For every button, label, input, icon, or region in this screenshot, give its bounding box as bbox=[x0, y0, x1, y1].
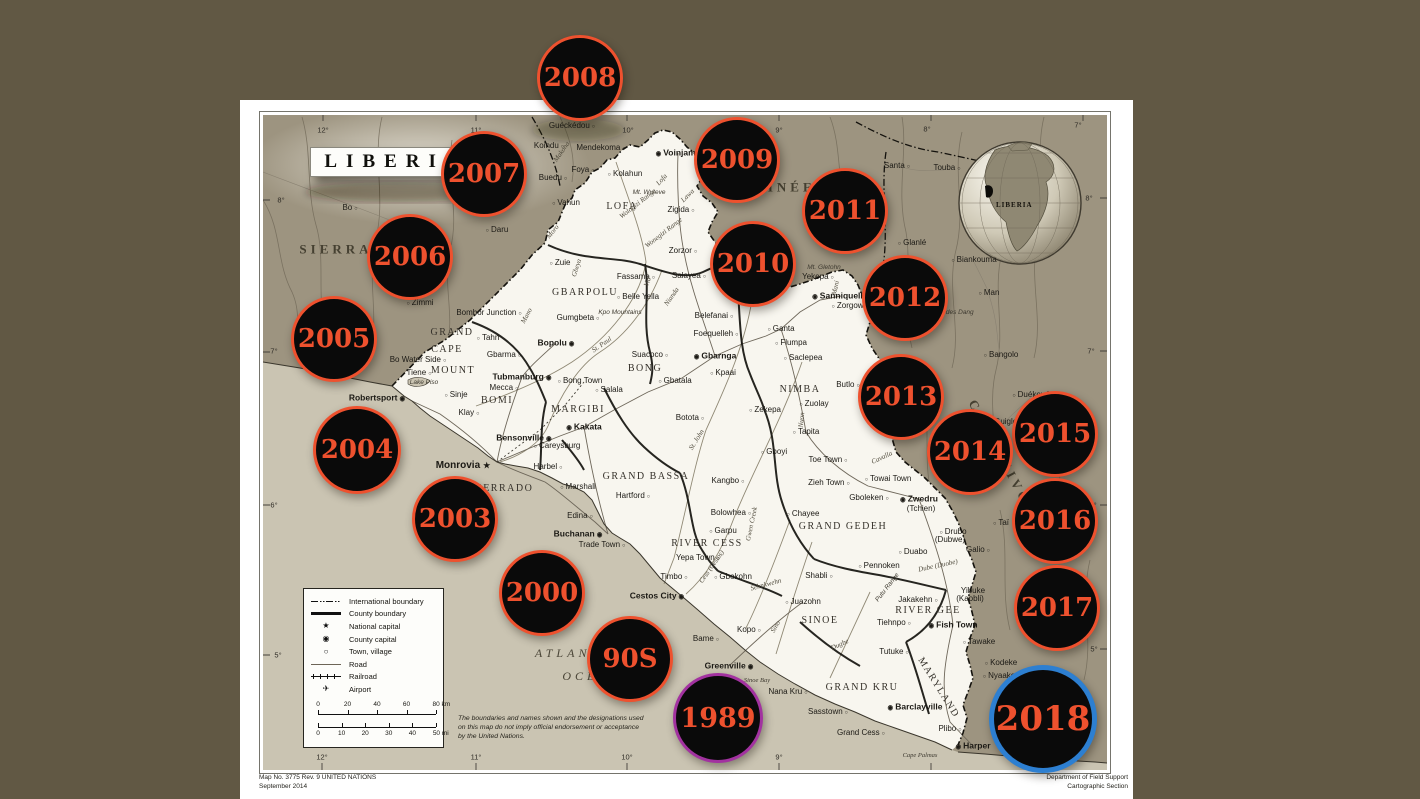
year-marker-2013[interactable]: 2013 bbox=[858, 354, 944, 440]
year-marker-2017[interactable]: 2017 bbox=[1014, 565, 1100, 651]
scale-label: 10 bbox=[337, 729, 346, 737]
legend-item: ✈ Airport bbox=[310, 683, 438, 696]
liberia-rivers bbox=[475, 161, 871, 679]
legend-box: International boundary County boundary ★ Na… bbox=[303, 588, 450, 748]
legend-item-label: National capital bbox=[349, 621, 401, 631]
year-marker-2009[interactable]: 2009 bbox=[694, 117, 780, 203]
legend-item: Road bbox=[310, 658, 438, 671]
legend-item: ★ National capital bbox=[310, 620, 438, 633]
year-marker-2006[interactable]: 2006 bbox=[367, 214, 453, 300]
year-marker-2007[interactable]: 2007 bbox=[441, 131, 527, 217]
scale-label: 30 bbox=[385, 729, 393, 737]
liberia-country-shape bbox=[392, 130, 976, 750]
scale-label: 0 bbox=[316, 729, 320, 737]
map-department: Department of Field Support bbox=[1046, 774, 1128, 781]
legend-item: International boundary bbox=[310, 595, 438, 608]
legend-item-label: Town, village bbox=[349, 647, 392, 657]
map-number: Map No. 3775 Rev. 9 UNITED NATIONS bbox=[259, 774, 377, 781]
legend-item: County boundary bbox=[310, 608, 438, 621]
year-marker-1989[interactable]: 1989 bbox=[673, 673, 763, 763]
year-marker-2008[interactable]: 2008 bbox=[537, 35, 623, 121]
year-marker-2012[interactable]: 2012 bbox=[862, 255, 948, 341]
county-boundaries bbox=[471, 244, 947, 715]
legend-item-label: County boundary bbox=[349, 609, 407, 619]
legend-item-label: Road bbox=[349, 659, 367, 669]
map-credit-right: Department of Field Support Cartographic… bbox=[1046, 773, 1128, 792]
legend-item-label: Railroad bbox=[349, 672, 377, 682]
scale-label: 0 bbox=[316, 700, 320, 708]
year-marker-2005[interactable]: 2005 bbox=[291, 296, 377, 382]
graticule-ticks bbox=[263, 115, 1107, 770]
year-marker-2016[interactable]: 2016 bbox=[1012, 478, 1098, 564]
atlantic-ocean bbox=[263, 362, 1107, 770]
year-marker-2000[interactable]: 2000 bbox=[499, 550, 585, 636]
scale-label: 20 bbox=[361, 729, 369, 737]
map-date: September 2014 bbox=[259, 783, 308, 791]
scale-bar-mi bbox=[318, 722, 437, 728]
legend-item: ◉ County capital bbox=[310, 633, 438, 646]
year-marker-2014[interactable]: 2014 bbox=[927, 409, 1013, 495]
disclaimer-line: by the United Nations. bbox=[458, 733, 525, 741]
circle-shadow bbox=[532, 119, 624, 141]
globe-label: LIBERIA bbox=[996, 201, 1033, 209]
year-marker-2015[interactable]: 2015 bbox=[1012, 391, 1098, 477]
legend-item-label: International boundary bbox=[349, 596, 424, 606]
county-boundary-line bbox=[310, 609, 342, 619]
airport-symbol: ✈ bbox=[322, 684, 330, 694]
town-village-symbol: ○ bbox=[323, 646, 329, 656]
disclaimer-line: The boundaries and names shown and the d… bbox=[458, 715, 644, 722]
scale-label: 40 bbox=[373, 700, 381, 708]
map-title: LIBERIA bbox=[324, 151, 468, 172]
legend-item-label: County capital bbox=[349, 634, 397, 644]
year-marker-2003[interactable]: 2003 bbox=[412, 476, 498, 562]
year-marker-2004[interactable]: 2004 bbox=[313, 406, 401, 494]
scale-label: 60 bbox=[402, 700, 411, 708]
road-line bbox=[310, 659, 342, 669]
disclaimer-line: on this map do not imply official endors… bbox=[458, 724, 639, 732]
scale-label: 50 mi bbox=[432, 729, 449, 737]
map-credit-left: Map No. 3775 Rev. 9 UNITED NATIONS Septe… bbox=[259, 773, 376, 792]
map-section: Cartographic Section bbox=[1067, 783, 1128, 791]
scale-label: 20 bbox=[343, 700, 352, 708]
county-capital-symbol: ◉ bbox=[322, 634, 330, 644]
scale-bar: 0 20 40 60 80 km 0 10 20 30 40 50 mi bbox=[310, 700, 450, 747]
national-capital-symbol: ★ bbox=[322, 621, 330, 631]
year-marker-2010[interactable]: 2010 bbox=[710, 221, 796, 307]
legend-item: ○ Town, village bbox=[310, 645, 438, 658]
year-marker-2011[interactable]: 2011 bbox=[802, 168, 888, 254]
year-marker-90s[interactable]: 90S bbox=[587, 616, 673, 702]
liberia-roads bbox=[411, 152, 974, 747]
railroad-line bbox=[310, 672, 342, 682]
globe-inset: LIBERIA bbox=[958, 141, 1082, 265]
scale-label: 40 bbox=[408, 729, 417, 737]
legend-item: Railroad bbox=[310, 671, 438, 684]
lake-piso-shape bbox=[407, 377, 431, 387]
railroad-line-map bbox=[496, 381, 585, 463]
year-marker-2018[interactable]: 2018 bbox=[989, 665, 1097, 773]
scale-bar-km bbox=[318, 709, 437, 715]
scale-label: 80 km bbox=[432, 700, 451, 708]
disclaimer-text: The boundaries and names shown and the d… bbox=[458, 714, 644, 742]
intl-boundary-line bbox=[310, 596, 342, 606]
legend-item-label: Airport bbox=[349, 684, 372, 694]
